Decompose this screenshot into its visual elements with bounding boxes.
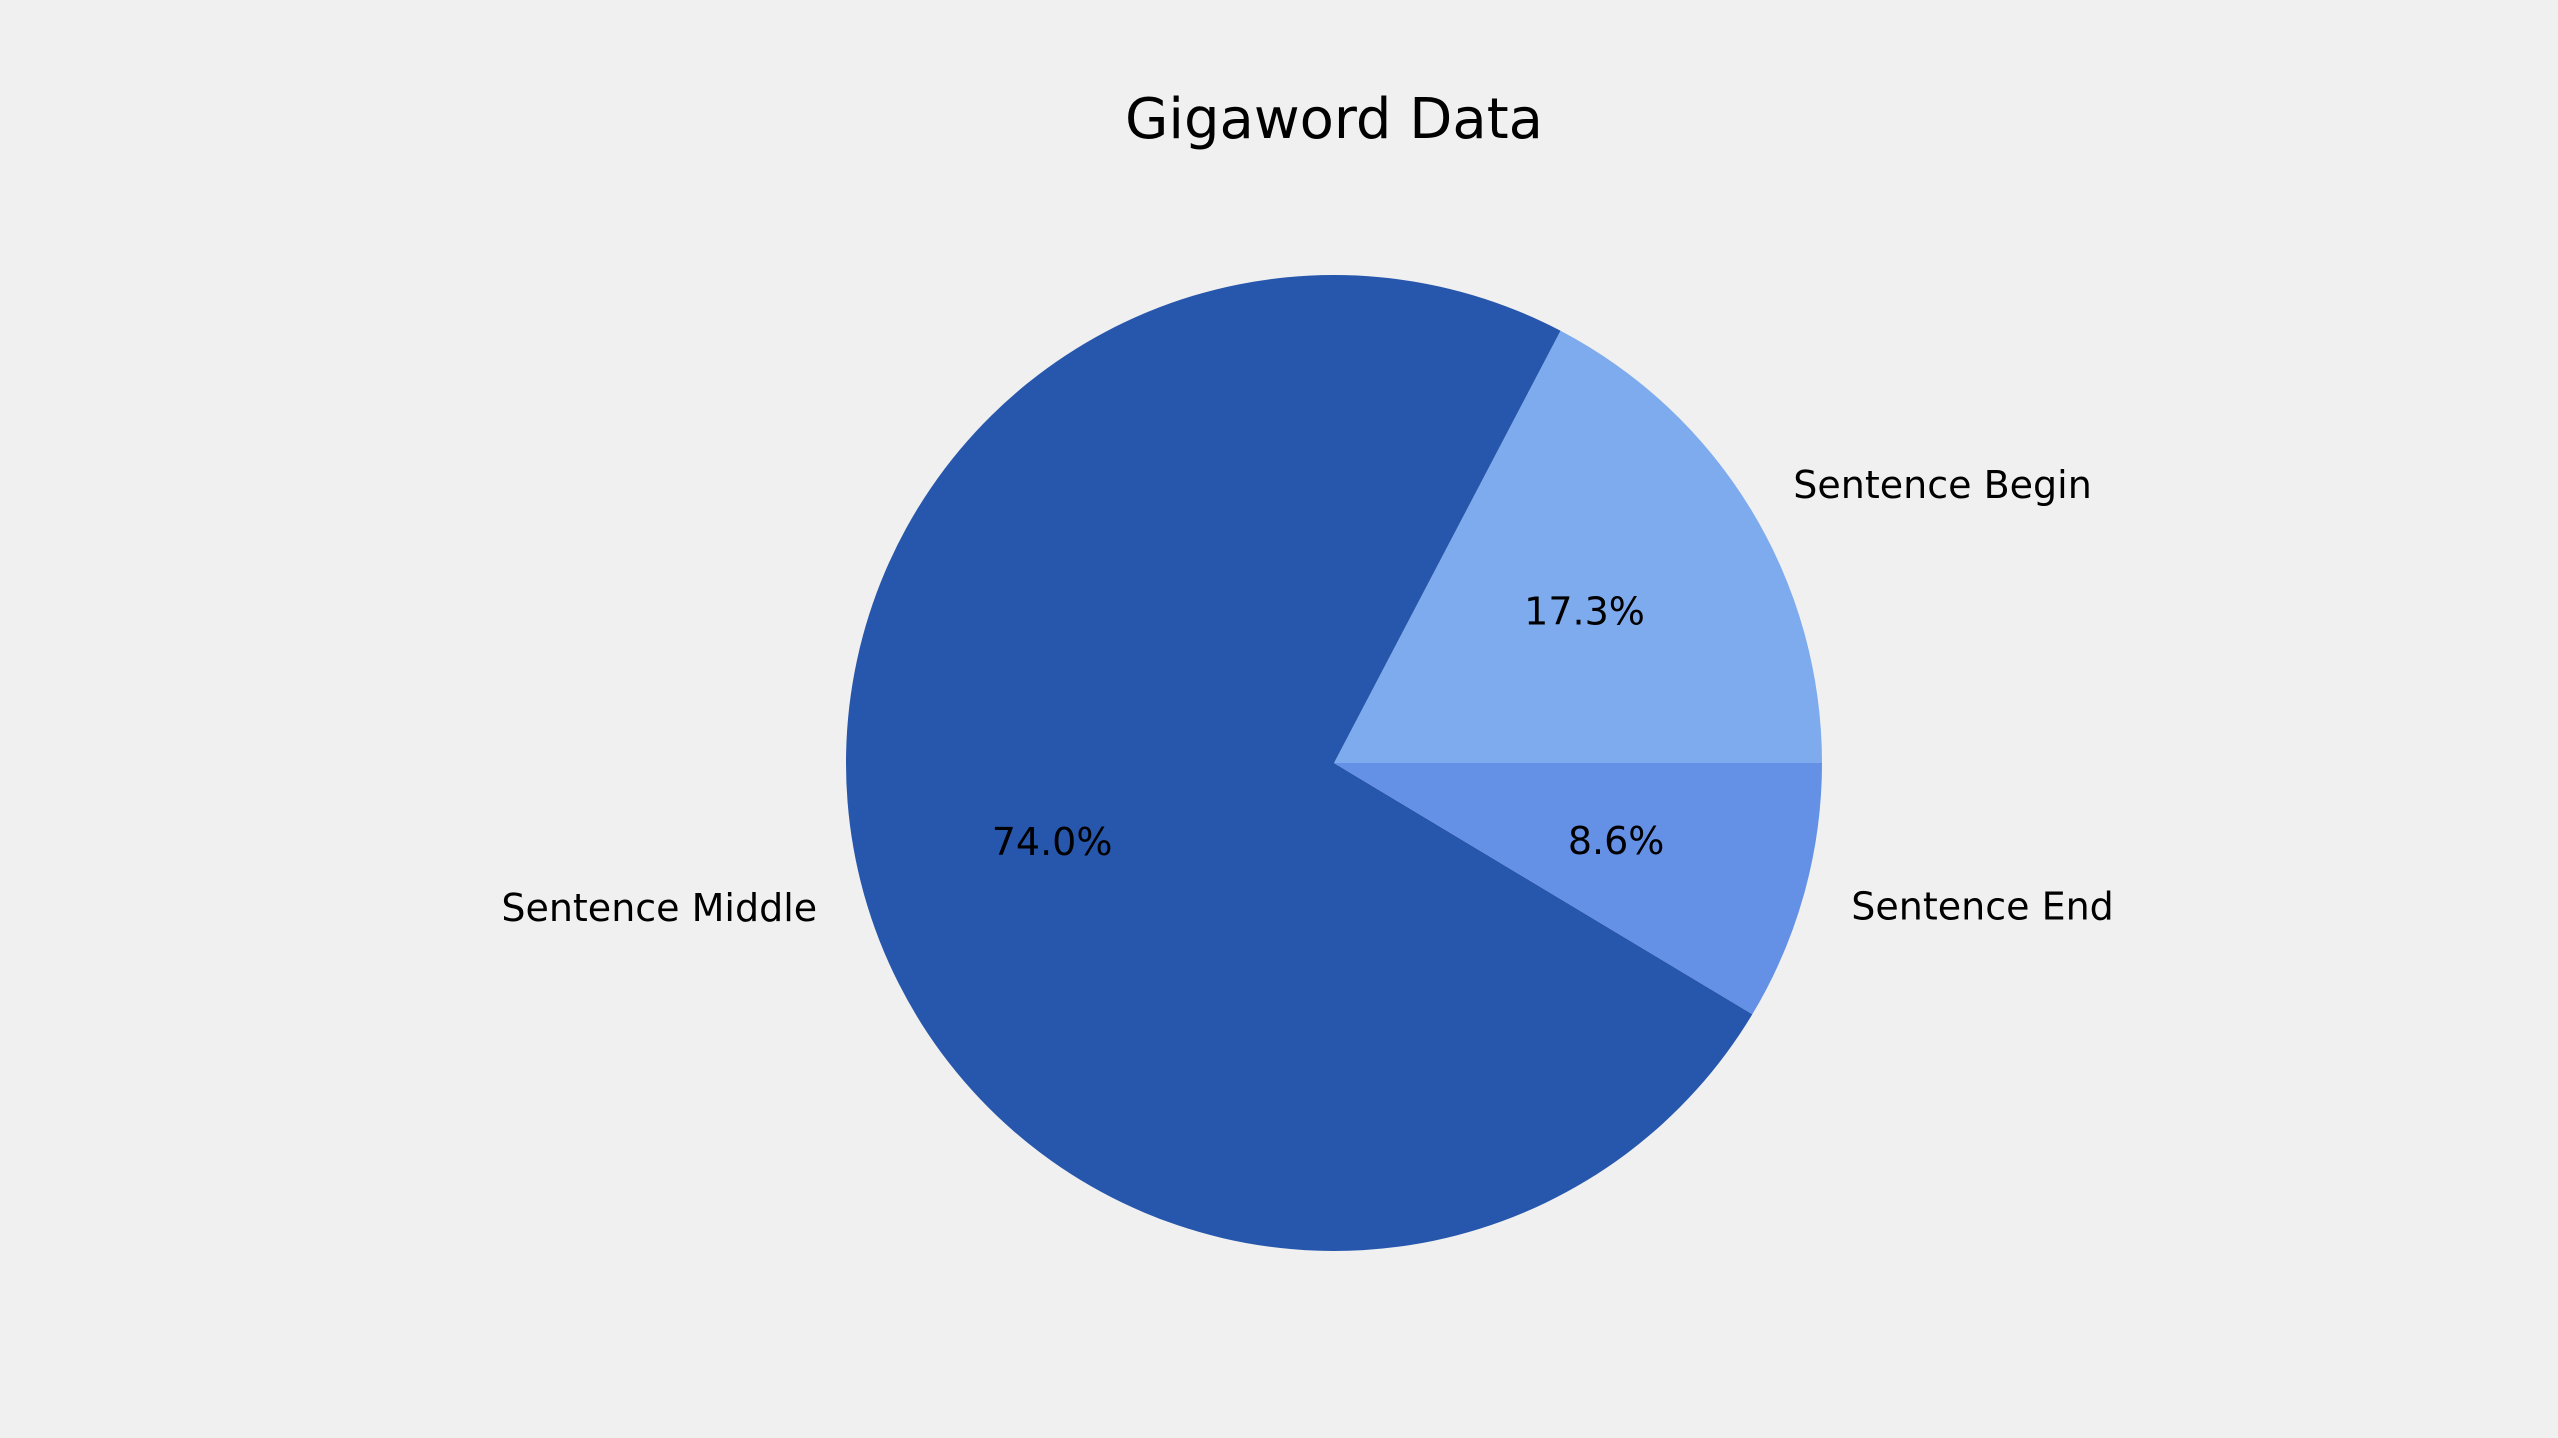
pie-slices bbox=[845, 274, 1822, 1251]
pct-label-sentence-end: 8.6% bbox=[1568, 819, 1665, 863]
slice-label-sentence-begin: Sentence Begin bbox=[1793, 463, 2092, 507]
slice-label-sentence-end: Sentence End bbox=[1851, 884, 2114, 928]
slice-sentence-begin bbox=[1334, 330, 1822, 763]
slice-sentence-middle bbox=[845, 274, 1753, 1251]
pie-labels: Sentence Begin 17.3% Sentence Middle 74.0% S… bbox=[501, 463, 2113, 930]
slice-label-sentence-middle: Sentence Middle bbox=[501, 886, 817, 930]
pct-label-sentence-begin: 17.3% bbox=[1524, 589, 1645, 633]
pct-label-sentence-middle: 74.0% bbox=[992, 820, 1113, 864]
slice-sentence-end bbox=[1334, 763, 1822, 1015]
chart-title: Gigaword Data bbox=[1125, 87, 1543, 152]
